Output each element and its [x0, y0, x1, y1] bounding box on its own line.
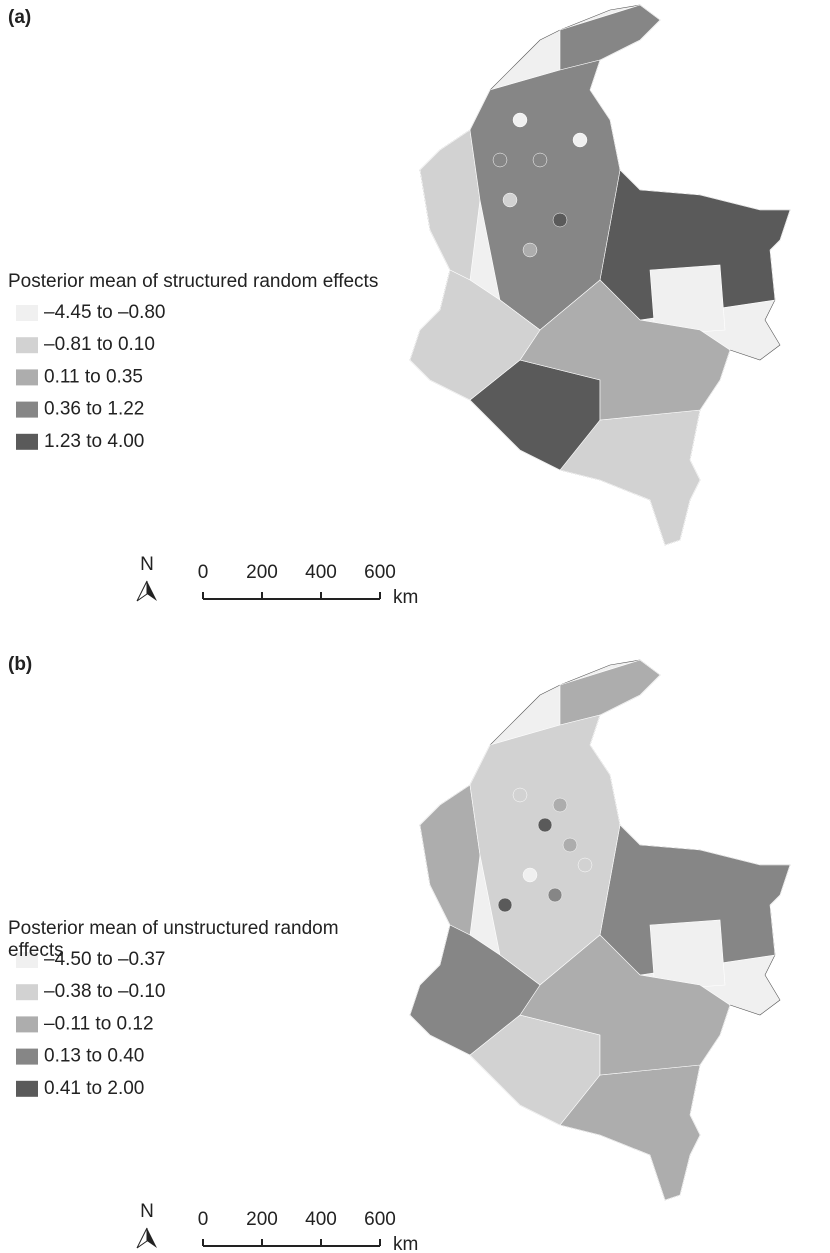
north-label: N — [140, 1201, 154, 1222]
panel-label: (a) — [8, 7, 31, 28]
region — [563, 838, 577, 852]
maps: (a) –4.45 to –0.80 –0.81 to 0.10 0.11 to 0.… — [0, 0, 830, 1253]
region — [553, 798, 567, 812]
legend-swatch — [16, 434, 38, 450]
scale-tick-label: 0 — [198, 1209, 209, 1230]
legend-label: –0.81 to 0.10 — [44, 334, 155, 355]
legend-label: –0.38 to –0.10 — [44, 981, 166, 1002]
legend-label: –4.45 to –0.80 — [44, 302, 166, 323]
legend-label: 0.36 to 1.22 — [44, 399, 144, 420]
legend-swatch — [16, 369, 38, 385]
legend-label: 0.11 to 0.35 — [44, 366, 143, 387]
region — [578, 858, 592, 872]
scale-tick-label: 600 — [364, 562, 396, 583]
region — [548, 888, 562, 902]
north-arrow — [147, 1228, 157, 1248]
legend-swatch — [16, 1016, 38, 1032]
scale-tick-label: 200 — [246, 562, 278, 583]
north-arrow — [137, 1228, 147, 1248]
legend-label: 0.41 to 2.00 — [44, 1078, 144, 1099]
region — [560, 5, 660, 70]
scale-tick-label: 600 — [364, 1209, 396, 1230]
scale-unit: km — [393, 1234, 418, 1253]
north-label: N — [140, 554, 154, 575]
region — [560, 660, 660, 725]
map — [410, 5, 790, 545]
region — [513, 113, 527, 127]
legend-title: Posterior mean of unstructured random ef… — [8, 918, 398, 962]
legend-swatch — [16, 305, 38, 321]
legend-title: Posterior mean of structured random effe… — [8, 271, 398, 293]
region — [420, 785, 480, 935]
region — [533, 153, 547, 167]
region — [503, 193, 517, 207]
scale-tick-label: 0 — [198, 562, 209, 583]
legend-label: 1.23 to 4.00 — [44, 431, 144, 452]
legend-swatch — [16, 1081, 38, 1097]
legend-label: 0.13 to 0.40 — [44, 1046, 144, 1067]
region — [553, 213, 567, 227]
legend-label: –0.11 to 0.12 — [44, 1013, 154, 1034]
region — [498, 898, 512, 912]
region — [513, 788, 527, 802]
legend-swatch — [16, 337, 38, 353]
legend-swatch — [16, 984, 38, 1000]
north-arrow — [137, 581, 147, 601]
region — [523, 868, 537, 882]
panel-label: (b) — [8, 654, 32, 675]
region — [523, 243, 537, 257]
map — [410, 660, 790, 1200]
region — [493, 153, 507, 167]
legend-swatch — [16, 402, 38, 418]
region — [573, 133, 587, 147]
scale-tick-label: 400 — [305, 1209, 337, 1230]
region — [538, 818, 552, 832]
scale-tick-label: 200 — [246, 1209, 278, 1230]
legend-swatch — [16, 1049, 38, 1065]
scale-unit: km — [393, 587, 418, 608]
scale-tick-label: 400 — [305, 562, 337, 583]
region — [420, 130, 480, 280]
figure: (a) –4.45 to –0.80 –0.81 to 0.10 0.11 to 0.… — [0, 0, 830, 1253]
north-arrow — [147, 581, 157, 601]
